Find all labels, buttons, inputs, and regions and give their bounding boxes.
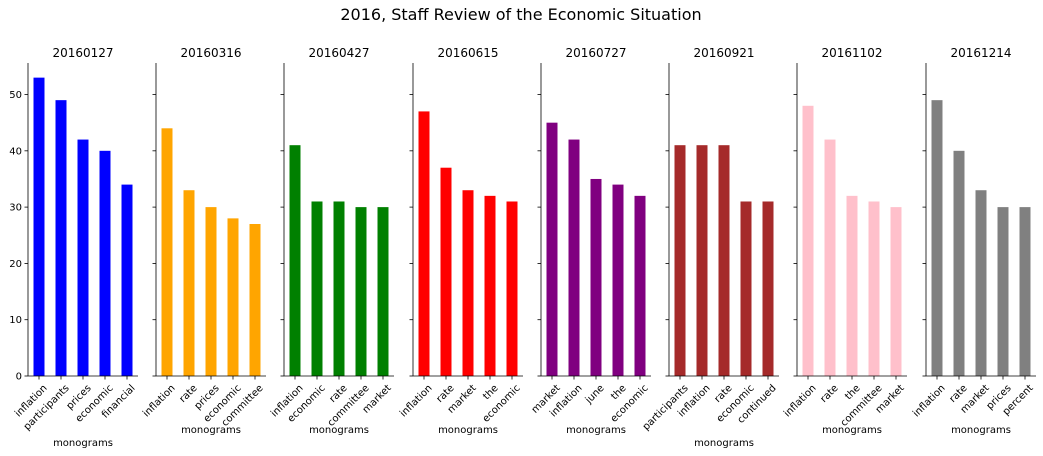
panel-title: 20160316 [180,46,241,60]
chart-panel-20160127: 20160127inflationparticipantspricesecono… [9,46,138,449]
bar-prices [77,139,89,376]
bar-rate [440,167,452,376]
bar-economic [99,150,111,376]
bar-rate [718,145,730,376]
y-tick-label: 0 [16,372,22,383]
bar-inflation [931,100,943,377]
bar-participants [55,100,67,377]
x-axis-label: monograms [566,425,626,436]
panel-title: 20160127 [52,46,113,60]
bar-continued [762,201,774,376]
figure-title: 2016, Staff Review of the Economic Situa… [340,5,701,24]
bar-rate [824,139,836,376]
bar-inflation [418,111,430,376]
bar-committee [868,201,880,376]
bar-inflation [289,145,301,376]
bar-the [484,195,496,376]
x-axis-label: monograms [181,425,241,436]
bar-market [546,122,558,376]
panel-title: 20161214 [950,46,1011,60]
bar-committee [249,224,261,376]
y-tick-label: 10 [9,315,22,326]
x-axis-label: monograms [309,425,369,436]
bar-economic [311,201,323,376]
panel-title: 20160615 [437,46,498,60]
bar-prices [205,207,217,376]
panel-title: 20160727 [565,46,626,60]
bar-economic [740,201,752,376]
bar-rate [183,190,195,376]
bar-economic [506,201,518,376]
panel-title: 20160427 [308,46,369,60]
x-tick-label: june [583,383,607,407]
x-axis-label: monograms [694,438,754,449]
bar-economic [634,195,646,376]
panel-title: 20160921 [693,46,754,60]
bar-the [612,184,624,376]
bar-economic [227,218,239,376]
bar-financial [121,184,133,376]
bar-participants [674,145,686,376]
y-tick-label: 40 [9,146,22,157]
bar-market [462,190,474,376]
x-axis-label: monograms [951,425,1011,436]
bar-percent [1019,207,1031,376]
bar-market [975,190,987,376]
x-tick-label: rate [819,383,841,405]
bar-the [846,195,858,376]
x-axis-label: monograms [822,425,882,436]
bar-june [590,178,602,376]
bar-market [377,207,389,376]
bar-committee [355,207,367,376]
x-axis-label: monograms [53,438,113,449]
bar-rate [333,201,345,376]
x-tick-label: inflation [141,383,178,420]
y-tick-label: 50 [9,90,22,101]
y-tick-label: 30 [9,203,22,214]
panel-title: 20161102 [821,46,882,60]
bar-prices [997,207,1009,376]
bar-inflation [696,145,708,376]
bar-inflation [161,128,173,376]
bar-inflation [33,77,45,376]
bar-inflation [802,105,814,376]
x-tick-label: inflation [911,383,948,420]
x-tick-label: inflation [398,383,435,420]
bar-inflation [568,139,580,376]
x-tick-label: inflation [782,383,819,420]
y-tick-label: 20 [9,259,22,270]
bar-market [890,207,902,376]
bar-rate [953,150,965,376]
x-axis-label: monograms [438,425,498,436]
panels: 20160127inflationparticipantspricesecono… [9,46,1036,449]
